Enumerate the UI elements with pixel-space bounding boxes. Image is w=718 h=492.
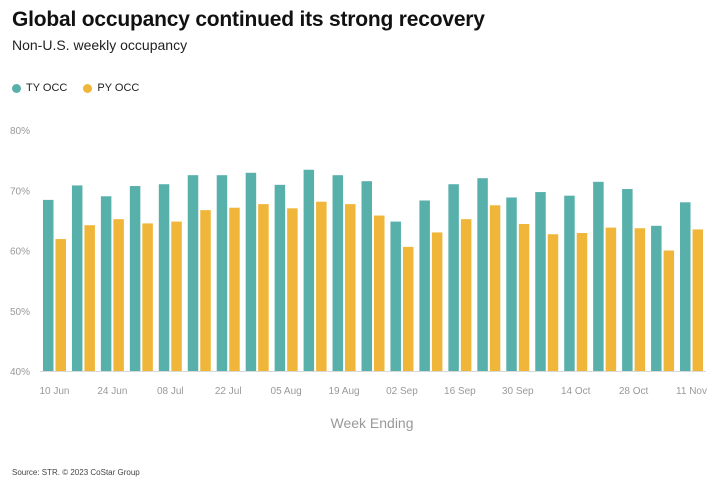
bar-py-occ[interactable] — [692, 229, 704, 371]
x-tick-label: 28 Oct — [619, 386, 649, 397]
bar-py-occ[interactable] — [576, 233, 588, 371]
bar-ty-occ[interactable] — [332, 175, 344, 371]
x-tick-label: 02 Sep — [386, 386, 418, 397]
bar-py-occ[interactable] — [229, 207, 240, 371]
bar-ty-occ[interactable] — [651, 225, 662, 371]
bar-py-occ[interactable] — [489, 205, 501, 371]
y-axis: 40% 50% 60% 70% 80% — [10, 126, 706, 378]
bar-ty-occ[interactable] — [245, 172, 257, 371]
bar-py-occ[interactable] — [287, 208, 298, 371]
x-tick-label: 08 Jul — [157, 386, 184, 397]
bar-py-occ[interactable] — [634, 228, 646, 371]
bar-ty-occ[interactable] — [187, 175, 199, 371]
bar-ty-occ[interactable] — [448, 184, 459, 371]
bar-ty-occ[interactable] — [535, 192, 546, 371]
bar-py-occ[interactable] — [258, 204, 269, 371]
bar-ty-occ[interactable] — [506, 197, 517, 371]
bar-py-occ[interactable] — [200, 210, 211, 371]
x-tick-label: 14 Oct — [561, 386, 591, 397]
bar-py-occ[interactable] — [345, 204, 356, 371]
y-tick-label: 60% — [10, 247, 30, 258]
bar-py-occ[interactable] — [402, 246, 414, 371]
bar-py-occ[interactable] — [547, 234, 559, 371]
bar-py-occ[interactable] — [460, 219, 472, 371]
bar-ty-occ[interactable] — [274, 184, 286, 371]
bar-ty-occ[interactable] — [419, 200, 430, 371]
y-tick-label: 80% — [10, 126, 30, 137]
x-tick-label: 10 Jun — [39, 386, 69, 397]
bar-py-occ[interactable] — [142, 223, 153, 371]
legend-label-ty: TY OCC — [26, 82, 68, 94]
chart-title: Global occupancy continued its strong re… — [12, 8, 485, 31]
bar-py-occ[interactable] — [374, 215, 385, 371]
legend-item-ty[interactable]: TY OCC — [12, 82, 67, 94]
bar-ty-occ[interactable] — [100, 196, 112, 371]
x-tick-label: 24 Jun — [97, 386, 127, 397]
bar-ty-occ[interactable] — [129, 186, 141, 371]
bar-ty-occ[interactable] — [593, 181, 604, 371]
bar-ty-occ[interactable] — [361, 181, 373, 371]
bar-py-occ[interactable] — [84, 225, 95, 371]
bar-ty-occ[interactable] — [42, 199, 54, 371]
legend-swatch-ty — [12, 83, 21, 93]
x-tick-label: 16 Sep — [444, 386, 476, 397]
bar-ty-occ[interactable] — [390, 221, 401, 371]
x-tick-label: 05 Aug — [271, 386, 302, 397]
bar-py-occ[interactable] — [518, 223, 530, 371]
bar-py-occ[interactable] — [55, 239, 66, 371]
x-axis: 10 Jun 24 Jun 08 Jul 22 Jul 05 Aug 19 Aug 02 S… — [39, 386, 707, 397]
y-tick-label: 50% — [10, 307, 30, 318]
bar-ty-occ[interactable] — [71, 185, 83, 371]
bar-ty-occ[interactable] — [158, 184, 170, 371]
bar-py-occ[interactable] — [171, 221, 182, 371]
bar-ty-occ[interactable] — [303, 169, 315, 371]
x-tick-label: 30 Sep — [502, 386, 534, 397]
source-note: Source: STR. © 2023 CoStar Group — [12, 468, 140, 477]
bar-ty-occ[interactable] — [216, 175, 228, 371]
x-tick-label: 19 Aug — [328, 386, 359, 397]
x-axis-title: Week Ending — [330, 415, 413, 431]
bar-ty-occ[interactable] — [622, 189, 633, 371]
bars — [42, 169, 704, 372]
chart-subtitle: Non-U.S. weekly occupancy — [12, 37, 188, 53]
bar-ty-occ[interactable] — [477, 178, 488, 371]
y-tick-label: 70% — [10, 186, 30, 197]
legend-swatch-py — [83, 83, 93, 93]
x-tick-label: 11 Nov — [676, 386, 707, 397]
y-tick-label: 40% — [10, 367, 30, 378]
bar-py-occ[interactable] — [113, 219, 124, 371]
x-tick-label: 22 Jul — [215, 386, 242, 397]
legend-label-py: PY OCC — [97, 82, 140, 94]
bar-ty-occ[interactable] — [564, 195, 575, 371]
bar-ty-occ[interactable] — [680, 202, 691, 371]
legend-item-py[interactable]: PY OCC — [83, 82, 139, 94]
bar-py-occ[interactable] — [431, 232, 443, 371]
chart-legend: TY OCC PY OCC — [12, 82, 155, 94]
bar-py-occ[interactable] — [316, 201, 327, 371]
bar-py-occ[interactable] — [605, 227, 617, 371]
bar-py-occ[interactable] — [663, 250, 675, 372]
